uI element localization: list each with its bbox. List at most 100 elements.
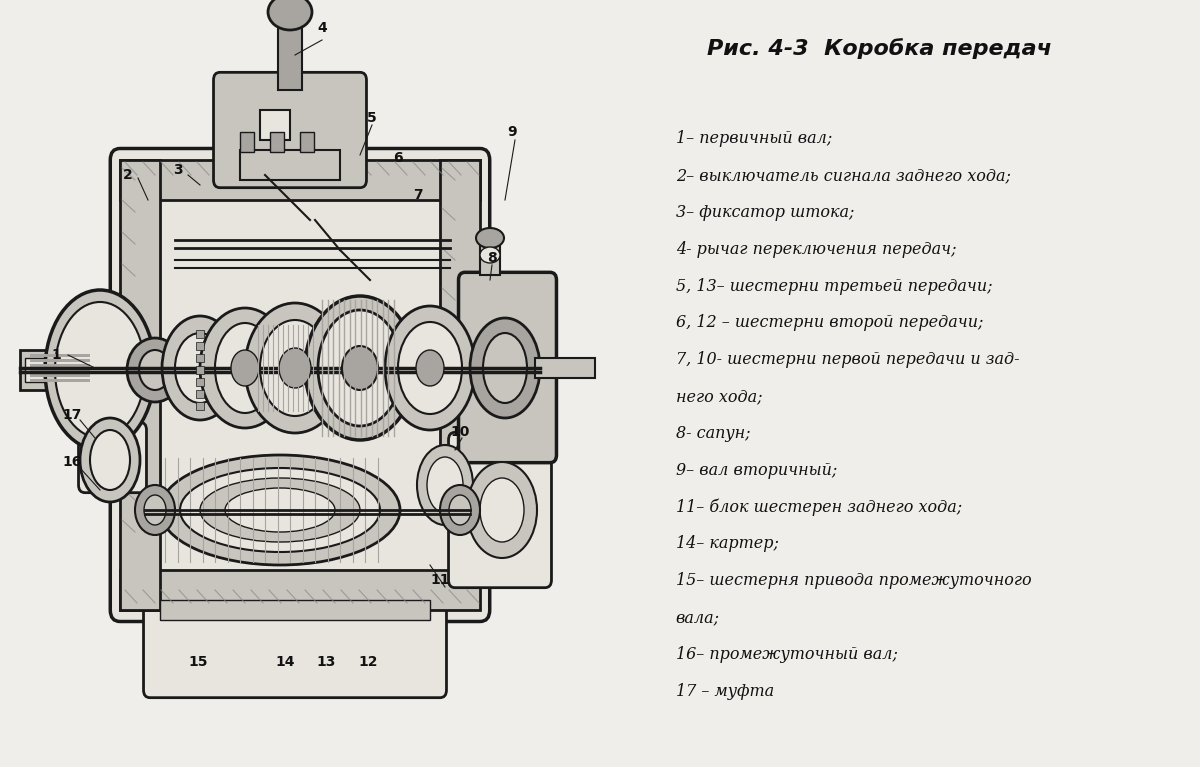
FancyBboxPatch shape — [458, 272, 557, 463]
Ellipse shape — [144, 495, 166, 525]
Text: 16: 16 — [62, 455, 82, 469]
Bar — [196, 402, 204, 410]
Bar — [480, 240, 500, 275]
Ellipse shape — [385, 306, 475, 430]
Ellipse shape — [398, 322, 462, 414]
Ellipse shape — [55, 302, 145, 438]
Bar — [535, 358, 595, 378]
Ellipse shape — [200, 478, 360, 542]
Text: 1: 1 — [52, 348, 61, 362]
Bar — [196, 330, 204, 338]
Ellipse shape — [139, 350, 172, 390]
Ellipse shape — [482, 333, 527, 403]
Text: 15– шестерня привода промежуточного: 15– шестерня привода промежуточного — [676, 572, 1031, 589]
Bar — [25, 358, 100, 382]
Text: 8: 8 — [487, 251, 497, 265]
Ellipse shape — [127, 338, 182, 402]
Text: 7, 10- шестерни первой передачи и зад-: 7, 10- шестерни первой передачи и зад- — [676, 351, 1019, 368]
Text: 4- рычаг переключения передач;: 4- рычаг переключения передач; — [676, 241, 956, 258]
Ellipse shape — [260, 320, 330, 416]
Ellipse shape — [416, 350, 444, 386]
Text: 2– выключатель сигнала заднего хода;: 2– выключатель сигнала заднего хода; — [676, 167, 1010, 184]
Ellipse shape — [480, 247, 500, 263]
Text: Рис. 4-3  Коробка передач: Рис. 4-3 Коробка передач — [708, 38, 1052, 59]
Ellipse shape — [134, 485, 175, 535]
Bar — [278, 10, 302, 90]
Ellipse shape — [467, 462, 538, 558]
Ellipse shape — [449, 495, 470, 525]
Bar — [30, 374, 90, 377]
Bar — [260, 110, 290, 140]
Text: 16– промежуточный вал;: 16– промежуточный вал; — [676, 646, 898, 663]
Bar — [270, 132, 284, 152]
FancyBboxPatch shape — [144, 582, 446, 698]
Ellipse shape — [342, 346, 378, 390]
Bar — [196, 354, 204, 362]
Ellipse shape — [90, 430, 130, 490]
Text: 7: 7 — [413, 188, 422, 202]
Bar — [240, 132, 254, 152]
Bar — [120, 160, 480, 200]
Ellipse shape — [427, 457, 463, 513]
Ellipse shape — [476, 228, 504, 248]
Text: 14– картер;: 14– картер; — [676, 535, 779, 552]
Bar — [160, 600, 430, 620]
FancyBboxPatch shape — [78, 423, 146, 492]
Text: 9: 9 — [508, 125, 517, 139]
Text: него хода;: него хода; — [676, 388, 762, 405]
Text: 2: 2 — [124, 168, 133, 182]
Text: 10: 10 — [450, 425, 469, 439]
Text: 17: 17 — [62, 408, 82, 422]
FancyBboxPatch shape — [214, 72, 366, 188]
Ellipse shape — [268, 0, 312, 30]
Ellipse shape — [470, 318, 540, 418]
Ellipse shape — [46, 290, 155, 450]
Text: вала;: вала; — [676, 609, 720, 626]
Text: 9– вал вторичный;: 9– вал вторичный; — [676, 462, 836, 479]
Text: 6: 6 — [394, 151, 403, 165]
Bar — [120, 160, 160, 610]
Ellipse shape — [440, 485, 480, 535]
Ellipse shape — [230, 350, 259, 386]
Text: 6, 12 – шестерни второй передачи;: 6, 12 – шестерни второй передачи; — [676, 314, 983, 331]
Bar — [196, 366, 204, 374]
Ellipse shape — [418, 445, 473, 525]
Text: 3: 3 — [173, 163, 182, 177]
Ellipse shape — [480, 478, 524, 542]
Bar — [30, 364, 90, 367]
Text: 17 – муфта: 17 – муфта — [676, 683, 774, 700]
Bar — [20, 350, 106, 390]
Ellipse shape — [180, 468, 380, 552]
Bar — [120, 570, 480, 610]
Bar — [30, 369, 90, 372]
Ellipse shape — [80, 418, 140, 502]
Bar — [240, 150, 340, 180]
Text: 4: 4 — [317, 21, 326, 35]
Text: 11– блок шестерен заднего хода;: 11– блок шестерен заднего хода; — [676, 499, 961, 516]
Text: 5: 5 — [367, 111, 377, 125]
FancyBboxPatch shape — [449, 433, 552, 588]
Ellipse shape — [215, 323, 275, 413]
Ellipse shape — [245, 303, 346, 433]
Bar — [196, 342, 204, 350]
Text: 11: 11 — [431, 573, 450, 587]
Text: 8- сапун;: 8- сапун; — [676, 425, 750, 442]
Bar — [30, 359, 90, 362]
Ellipse shape — [278, 348, 311, 388]
Bar — [196, 390, 204, 398]
Text: 1– первичный вал;: 1– первичный вал; — [676, 130, 832, 147]
Bar — [30, 354, 90, 357]
FancyBboxPatch shape — [110, 149, 490, 621]
Ellipse shape — [162, 316, 238, 420]
Bar — [196, 378, 204, 386]
Ellipse shape — [160, 455, 400, 565]
Ellipse shape — [200, 308, 290, 428]
Text: 5, 13– шестерни третьей передачи;: 5, 13– шестерни третьей передачи; — [676, 278, 992, 295]
Bar — [30, 379, 90, 382]
Text: 12: 12 — [359, 655, 378, 669]
Bar — [300, 132, 314, 152]
Text: 14: 14 — [275, 655, 295, 669]
Text: 3– фиксатор штока;: 3– фиксатор штока; — [676, 204, 854, 221]
Ellipse shape — [226, 488, 335, 532]
Text: 15: 15 — [188, 655, 208, 669]
